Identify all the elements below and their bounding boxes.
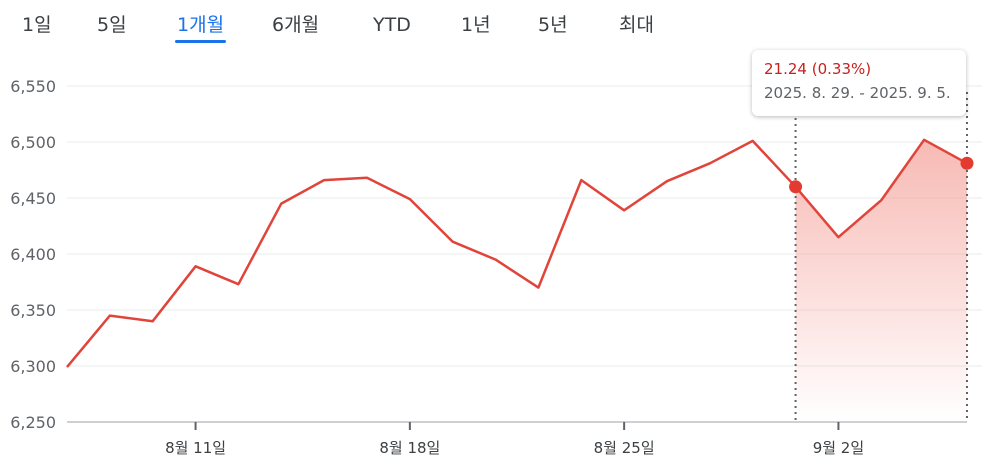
tab-1m[interactable]: 1개월 xyxy=(175,10,227,43)
selection-area xyxy=(795,139,967,423)
y-tick-label: 6,550 xyxy=(10,77,56,96)
selection-start-marker[interactable] xyxy=(789,180,803,194)
tab-max[interactable]: 최대 xyxy=(617,10,656,40)
tooltip-change-value: 21.24 xyxy=(764,60,807,78)
tab-1d[interactable]: 1일 xyxy=(20,10,54,40)
tab-5d[interactable]: 5일 xyxy=(95,10,129,40)
y-tick-label: 6,500 xyxy=(10,133,56,152)
range-tabs: 1일 5일 1개월 6개월 YTD 1년 5년 최대 xyxy=(0,10,983,43)
tooltip-change-percent: (0.33%) xyxy=(811,60,872,78)
selection-end-marker[interactable] xyxy=(960,156,974,170)
y-tick-label: 6,250 xyxy=(10,413,56,432)
tab-1y[interactable]: 1년 xyxy=(459,10,493,40)
y-axis-labels: 6,250 6,300 6,350 6,400 6,450 6,500 6,550 xyxy=(10,77,56,432)
y-tick-label: 6,400 xyxy=(10,245,56,264)
range-tooltip: 21.24 (0.33%) 2025. 8. 29. - 2025. 9. 5. xyxy=(752,50,966,116)
y-tick-label: 6,350 xyxy=(10,301,56,320)
x-tick-label: 8월 11일 xyxy=(165,439,226,457)
tab-6m[interactable]: 6개월 xyxy=(270,10,321,40)
y-tick-label: 6,300 xyxy=(10,357,56,376)
y-tick-label: 6,450 xyxy=(10,189,56,208)
x-tick-label: 8월 25일 xyxy=(594,439,655,457)
x-tick-label: 9월 2일 xyxy=(813,439,864,457)
tab-5y[interactable]: 5년 xyxy=(536,10,570,40)
tab-ytd[interactable]: YTD xyxy=(371,10,413,40)
x-axis-ticks: 8월 11일 8월 18일 8월 25일 9월 2일 xyxy=(165,422,864,457)
tooltip-change: 21.24 (0.33%) xyxy=(764,59,966,79)
x-tick-label: 8월 18일 xyxy=(379,439,440,457)
tooltip-date-range: 2025. 8. 29. - 2025. 9. 5. xyxy=(764,84,951,102)
price-line xyxy=(66,138,968,368)
